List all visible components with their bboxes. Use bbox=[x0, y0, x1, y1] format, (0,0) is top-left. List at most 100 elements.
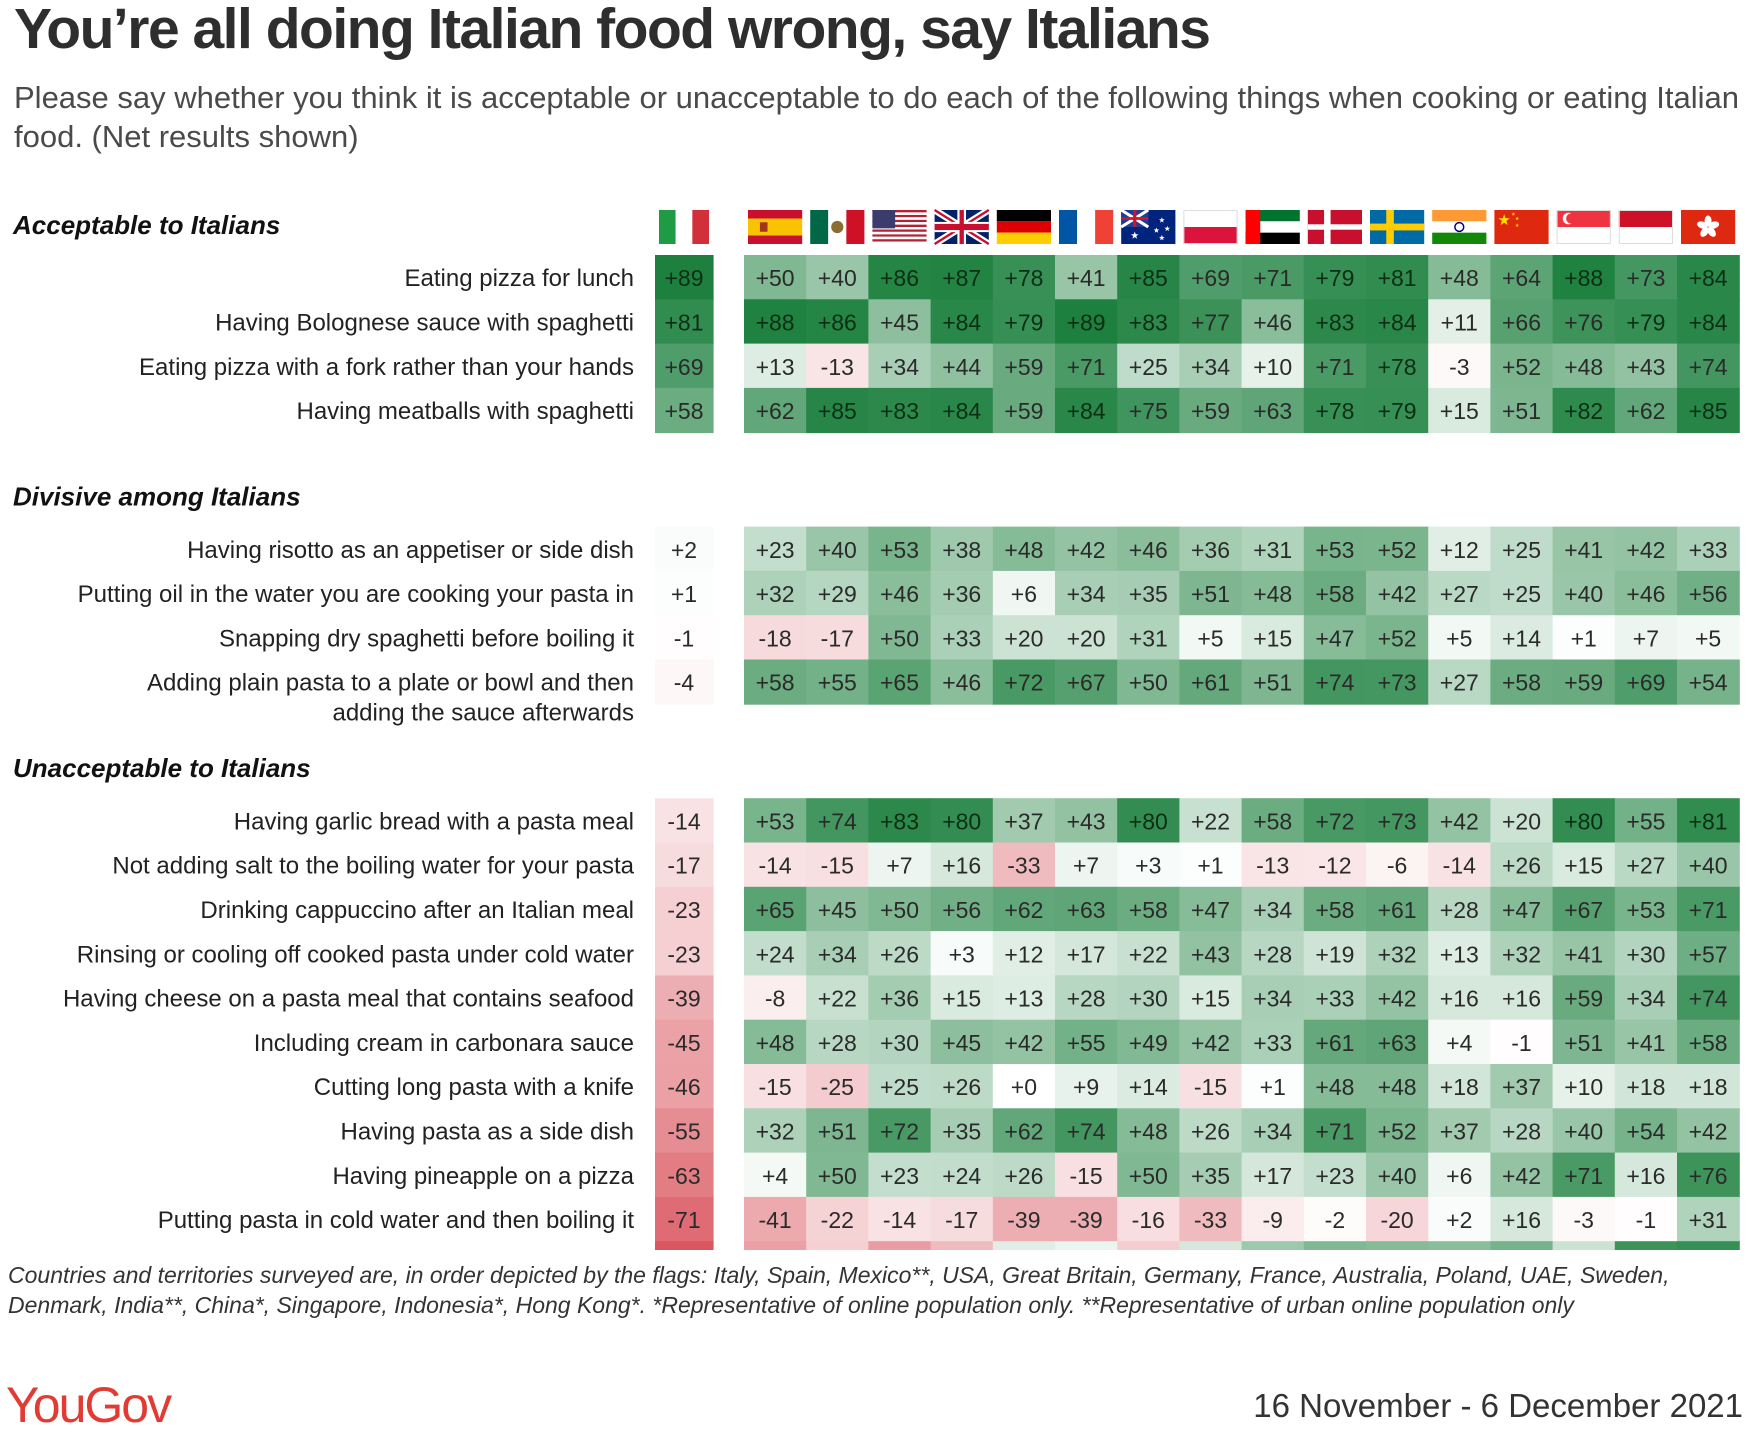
heatmap-cell-spain bbox=[744, 387, 807, 434]
heatmap-cell-uae bbox=[1241, 615, 1305, 661]
cell-value: +34 bbox=[1253, 986, 1292, 1012]
cell-value: +79 bbox=[1626, 309, 1665, 335]
heatmap-cell-hong-kong bbox=[1677, 886, 1740, 932]
cell-value: -8 bbox=[765, 986, 785, 1012]
heatmap-cell-great-britain bbox=[930, 659, 994, 705]
cell-value: +28 bbox=[1440, 897, 1479, 923]
heatmap-cell-poland bbox=[1179, 255, 1243, 301]
cell-value: -16 bbox=[1132, 1207, 1165, 1233]
heatmap-cell-india bbox=[1428, 1108, 1491, 1154]
cell-value: +7 bbox=[1633, 625, 1659, 651]
uae-flag-icon bbox=[1245, 210, 1300, 244]
cell-value: +2 bbox=[1446, 1207, 1472, 1233]
heatmap-cell-poland bbox=[1179, 975, 1243, 1021]
heatmap-cell-italy bbox=[655, 842, 714, 888]
heatmap-cell-singapore bbox=[1552, 387, 1616, 434]
heatmap-cell-usa bbox=[868, 570, 932, 617]
heatmap-cell-germany bbox=[992, 615, 1056, 661]
heatmap-cell-france bbox=[1055, 931, 1118, 977]
cell-value: +9 bbox=[1073, 1074, 1099, 1100]
cell-value: +24 bbox=[942, 1163, 981, 1189]
cell-value: +72 bbox=[1004, 670, 1043, 696]
cell-value: +88 bbox=[1564, 265, 1603, 291]
cell-value: +1 bbox=[1197, 853, 1223, 879]
australia-flag-icon bbox=[1120, 208, 1176, 244]
heatmap-cell-italy bbox=[655, 1019, 714, 1065]
heatmap-cell-great-britain bbox=[930, 798, 994, 844]
heatmap-cell-china bbox=[1490, 931, 1554, 977]
cell-value: +48 bbox=[1253, 581, 1292, 607]
heatmap-cell-great-britain bbox=[930, 255, 994, 301]
heatmap-cell-sweden bbox=[1366, 659, 1429, 705]
cell-value: +81 bbox=[1689, 808, 1728, 834]
heatmap-cell-denmark bbox=[1303, 1108, 1367, 1154]
heatmap-cell-uae bbox=[1241, 343, 1305, 389]
heatmap-cell-hong-kong bbox=[1677, 1019, 1740, 1065]
heatmap-cell-hong-kong bbox=[1677, 1064, 1740, 1110]
row-label: Rinsing or cooling off cooked pasta unde… bbox=[77, 941, 634, 968]
cell-value: +26 bbox=[1004, 1163, 1043, 1189]
cell-value: +5 bbox=[1695, 625, 1721, 651]
heatmap-cell-mexico bbox=[806, 886, 869, 932]
heatmap-cell-singapore bbox=[1552, 659, 1616, 705]
cell-value: +83 bbox=[880, 808, 919, 834]
heatmap-cell-hong-kong bbox=[1677, 255, 1740, 301]
cell-value: +58 bbox=[1315, 581, 1354, 607]
cell-value: +57 bbox=[1689, 941, 1728, 967]
heatmap-cell-spain bbox=[744, 299, 807, 345]
cell-value: +58 bbox=[1689, 1030, 1728, 1056]
cell-value: +42 bbox=[1626, 537, 1665, 563]
cell-value: +74 bbox=[1315, 670, 1354, 696]
heatmap-cell-australia bbox=[1117, 798, 1180, 844]
cell-value: +26 bbox=[1502, 853, 1541, 879]
heatmap-cell-singapore bbox=[1552, 1196, 1616, 1243]
heatmap-cell-mexico bbox=[806, 1064, 869, 1110]
heatmap-cell-spain bbox=[744, 798, 807, 844]
cell-value: +50 bbox=[756, 265, 795, 291]
cell-value: +48 bbox=[1440, 265, 1479, 291]
row-label: Having meatballs with spaghetti bbox=[296, 398, 634, 425]
cell-value: +16 bbox=[942, 853, 981, 879]
cell-value: +24 bbox=[756, 941, 795, 967]
heatmap-cell-denmark bbox=[1303, 842, 1367, 888]
heatmap-cell-singapore bbox=[1552, 299, 1616, 345]
cell-value: -4 bbox=[674, 670, 695, 696]
cell-value: +45 bbox=[880, 309, 919, 335]
cell-value: -17 bbox=[945, 1207, 978, 1233]
cell-value: -2 bbox=[1325, 1207, 1345, 1233]
heatmap-cell-sweden bbox=[1366, 387, 1429, 434]
cell-value: +50 bbox=[1129, 1163, 1168, 1189]
cell-value: +27 bbox=[1440, 581, 1479, 607]
heatmap-cell-great-britain bbox=[930, 842, 994, 888]
cell-value: -12 bbox=[1318, 853, 1351, 879]
heatmap-cell-uae bbox=[1241, 299, 1305, 345]
heatmap-cell-indonesia bbox=[1614, 1108, 1678, 1154]
cell-value: +23 bbox=[756, 537, 795, 563]
heatmap-cell-germany bbox=[992, 1019, 1056, 1065]
cell-value: -17 bbox=[667, 853, 700, 879]
heatmap-cell-spain bbox=[744, 526, 807, 572]
cell-value: +79 bbox=[1315, 265, 1354, 291]
cell-value: +42 bbox=[1440, 808, 1479, 834]
cell-value: +3 bbox=[1135, 853, 1161, 879]
cell-value: +71 bbox=[1564, 1163, 1603, 1189]
heatmap-cell-germany bbox=[992, 526, 1056, 572]
heatmap-cell-india bbox=[1428, 798, 1491, 844]
cell-value: +56 bbox=[1689, 581, 1728, 607]
heatmap-cell-spain bbox=[744, 255, 807, 301]
heatmap-cell-mexico bbox=[806, 975, 869, 1021]
cell-value: +43 bbox=[1626, 354, 1665, 380]
heatmap-cell-denmark bbox=[1303, 387, 1367, 434]
cell-value: -6 bbox=[1387, 853, 1407, 879]
heatmap-cell-great-britain bbox=[930, 1152, 994, 1198]
heatmap-cell-mexico bbox=[806, 1241, 869, 1250]
heatmap-cell-uae bbox=[1241, 255, 1305, 301]
cell-value: +50 bbox=[880, 897, 919, 923]
cell-value: +14 bbox=[1129, 1074, 1168, 1100]
cell-value: +42 bbox=[1067, 537, 1106, 563]
cell-value: -39 bbox=[1069, 1207, 1102, 1233]
heatmap-cell-great-britain bbox=[930, 299, 994, 345]
heatmap-cell-australia bbox=[1117, 1108, 1180, 1154]
cell-value: +16 bbox=[1626, 1163, 1665, 1189]
heatmap-cell-australia bbox=[1117, 615, 1180, 661]
